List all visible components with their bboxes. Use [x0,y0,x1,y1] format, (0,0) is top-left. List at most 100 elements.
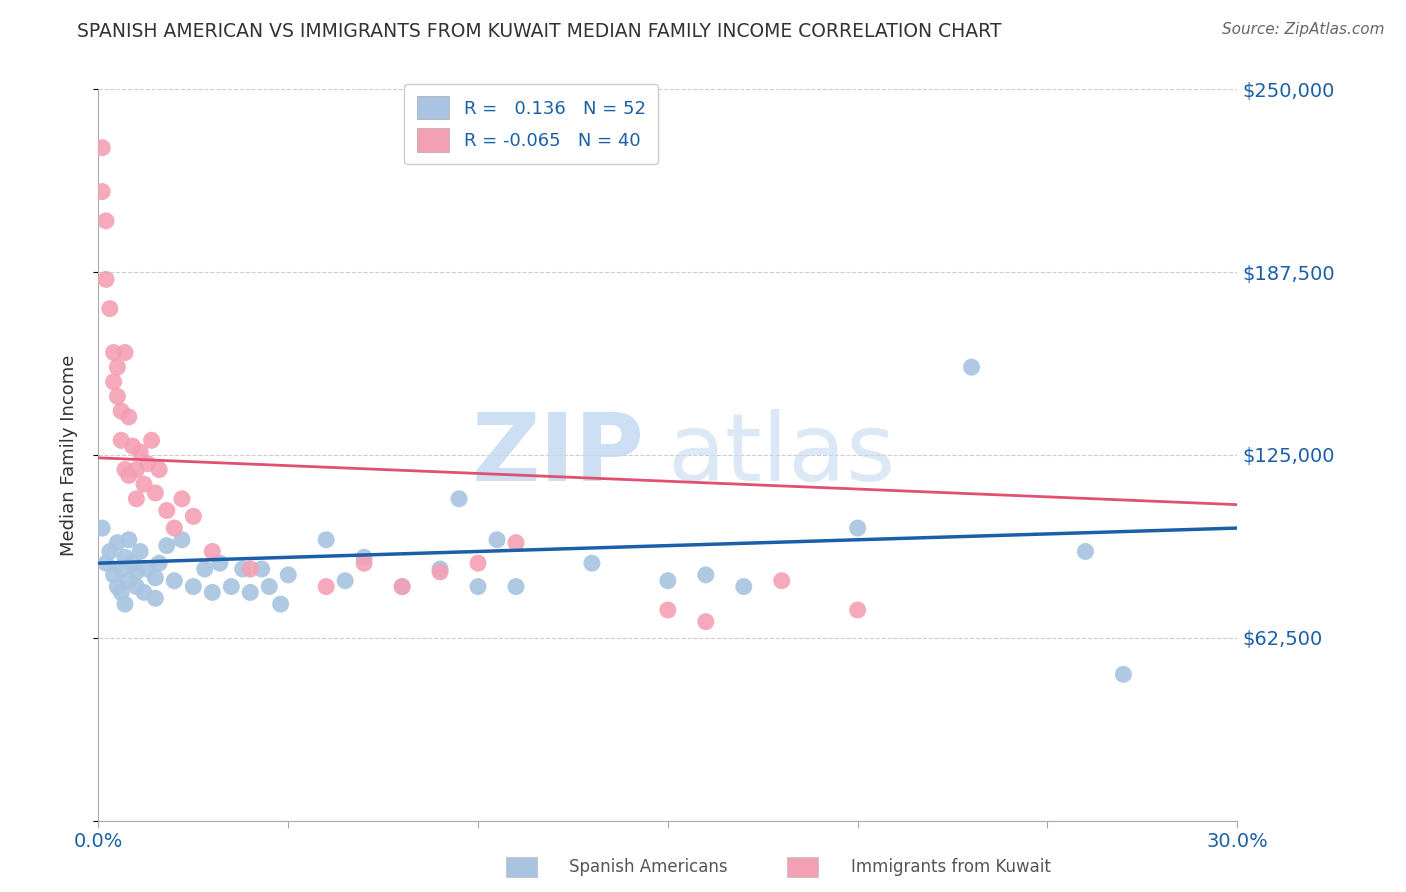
Point [121,439,143,453]
Point [194,562,217,576]
Point [107,580,129,594]
Point [505,535,527,549]
Point [110,434,132,448]
Point [91,185,114,199]
Y-axis label: Median Family Income: Median Family Income [59,354,77,556]
Point [960,360,983,375]
Point [505,580,527,594]
Point [733,580,755,594]
Point [145,591,167,606]
Text: atlas: atlas [668,409,896,501]
Point [148,462,170,476]
Point [132,585,155,599]
Text: Immigrants from Kuwait: Immigrants from Kuwait [851,858,1050,876]
Point [125,462,148,476]
Point [201,585,224,599]
Point [98,301,121,316]
Text: ZIP: ZIP [472,409,645,501]
Point [163,574,186,588]
Point [657,574,679,588]
Point [91,521,114,535]
Point [208,556,231,570]
Point [846,603,869,617]
Point [145,571,167,585]
Point [91,141,114,155]
Point [846,521,869,535]
Point [118,468,141,483]
Point [94,556,117,570]
Point [695,567,717,582]
Point [107,360,129,375]
Point [103,567,125,582]
Point [335,574,357,588]
Point [94,272,117,286]
Point [103,345,125,359]
Point [145,486,167,500]
Point [136,457,159,471]
Point [250,562,273,576]
Point [132,477,155,491]
Point [581,556,603,570]
Point [467,580,489,594]
Point [449,491,471,506]
Point [183,509,205,524]
Point [1112,667,1135,681]
Point [770,574,793,588]
Point [270,597,292,611]
Point [315,580,337,594]
Point [429,562,451,576]
Point [239,562,262,576]
Point [107,389,129,403]
Point [232,562,254,576]
Point [429,565,451,579]
Point [1074,544,1097,558]
Point [156,503,179,517]
Point [201,544,224,558]
Legend: R =   0.136   N = 52, R = -0.065   N = 40: R = 0.136 N = 52, R = -0.065 N = 40 [404,84,658,164]
Point [98,544,121,558]
Point [170,491,193,506]
Point [141,434,163,448]
Point [315,533,337,547]
Point [110,562,132,576]
Point [114,462,136,476]
Point [125,580,148,594]
Point [103,375,125,389]
Text: Spanish Americans: Spanish Americans [569,858,728,876]
Point [129,544,152,558]
Point [136,562,159,576]
Point [259,580,281,594]
Point [94,214,117,228]
Point [114,345,136,359]
Point [163,521,186,535]
Point [118,409,141,424]
Point [110,585,132,599]
Point [148,556,170,570]
Point [118,533,141,547]
Point [391,580,413,594]
Point [221,580,243,594]
Point [110,404,132,418]
Point [125,491,148,506]
Point [118,574,141,588]
Text: Source: ZipAtlas.com: Source: ZipAtlas.com [1222,22,1385,37]
Point [183,580,205,594]
Point [486,533,509,547]
Point [129,445,152,459]
Point [121,556,143,570]
Point [114,597,136,611]
Point [277,567,299,582]
Point [239,585,262,599]
Point [125,565,148,579]
Point [353,556,375,570]
Point [391,580,413,594]
Point [657,603,679,617]
Point [156,539,179,553]
Point [467,556,489,570]
Point [107,535,129,549]
Point [353,550,375,565]
Point [695,615,717,629]
Point [170,533,193,547]
Point [114,550,136,565]
Text: SPANISH AMERICAN VS IMMIGRANTS FROM KUWAIT MEDIAN FAMILY INCOME CORRELATION CHAR: SPANISH AMERICAN VS IMMIGRANTS FROM KUWA… [77,22,1002,41]
